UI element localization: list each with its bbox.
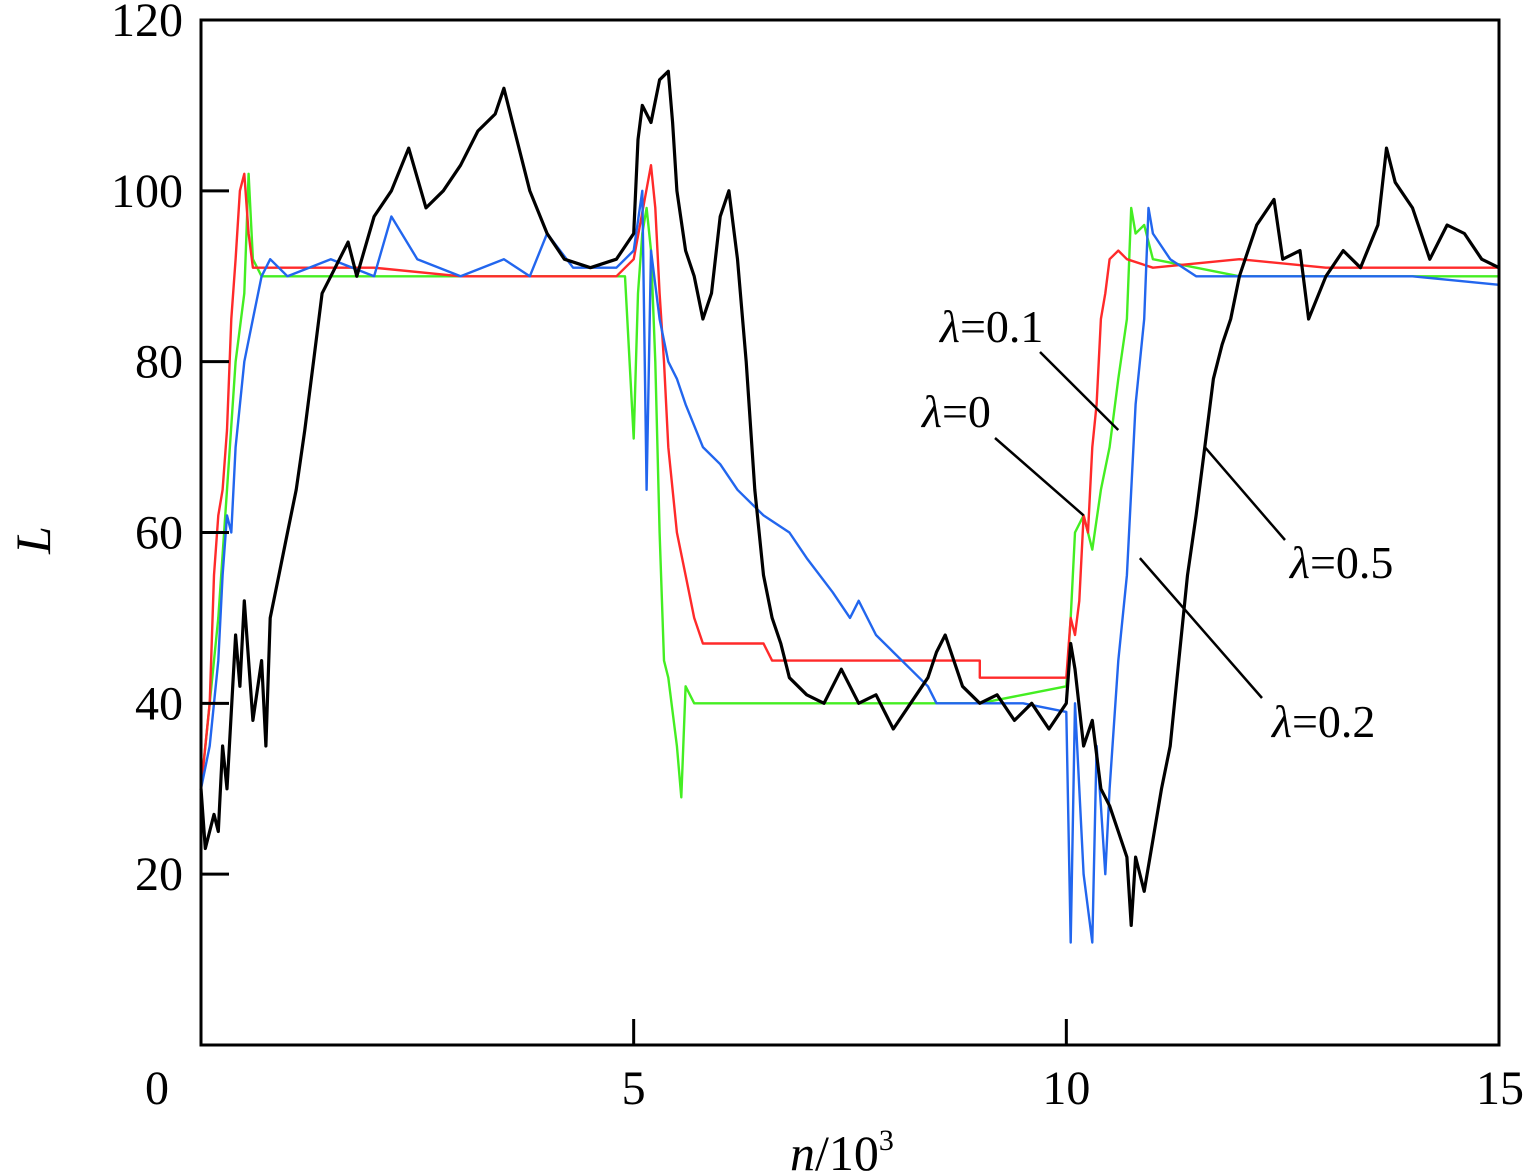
y-tick-label: 100 — [111, 165, 183, 218]
annotation-label-value: =0.5 — [1310, 537, 1393, 588]
annotation-label: λ=0.2 — [1270, 696, 1375, 747]
y-axis-title: L — [5, 526, 61, 555]
annotation-leader-line — [994, 437, 1085, 517]
annotation-label: λ=0.1 — [938, 301, 1043, 352]
annotation-label-value: =0 — [942, 386, 991, 437]
series-line-3 — [199, 69, 1500, 927]
y-tick-label: 60 — [135, 507, 183, 560]
annotation-label-var: λ — [938, 301, 960, 352]
x-axis-title-sup: 3 — [879, 1124, 894, 1157]
series-layer — [199, 69, 1500, 944]
annotation-leader-line — [1039, 351, 1120, 431]
annotations-layer: λ=0.1λ=0λ=0.5λ=0.2 — [920, 301, 1393, 747]
series-line-1 — [199, 172, 1499, 799]
x-tick-label: 15 — [1476, 1062, 1524, 1115]
annotation-label-var: λ — [920, 386, 942, 437]
x-axis-title: n/103 — [790, 1124, 894, 1175]
x-tick-label: 0 — [145, 1062, 169, 1115]
y-tick-label: 40 — [135, 677, 183, 730]
annotation-label-var: λ — [1288, 537, 1310, 588]
annotation-label: λ=0 — [920, 386, 991, 437]
series-line-0 — [199, 164, 1499, 789]
annotation-label-value: =0.1 — [960, 301, 1043, 352]
y-tick-label: 120 — [111, 0, 183, 47]
x-tick-label: 10 — [1042, 1062, 1090, 1115]
plot-frame — [199, 18, 1501, 1047]
y-axis-title-var: L — [5, 526, 61, 555]
ticks-layer: 20 40 60 80 100 120 0 5 10 15 — [111, 0, 1524, 1115]
annotation-label-var: λ — [1270, 696, 1292, 747]
annotation-label-value: =0.2 — [1292, 696, 1375, 747]
x-tick-label: 5 — [622, 1062, 646, 1115]
y-tick-label: 80 — [135, 336, 183, 389]
annotation-leader-line — [1138, 557, 1263, 699]
annotation-label: λ=0.5 — [1288, 537, 1393, 588]
y-tick-label: 20 — [135, 848, 183, 901]
x-axis-title-rest: /10 — [815, 1125, 879, 1175]
annotation-leader-line — [1203, 446, 1286, 541]
series-line-2 — [199, 189, 1500, 944]
x-axis-title-var: n — [790, 1125, 815, 1175]
